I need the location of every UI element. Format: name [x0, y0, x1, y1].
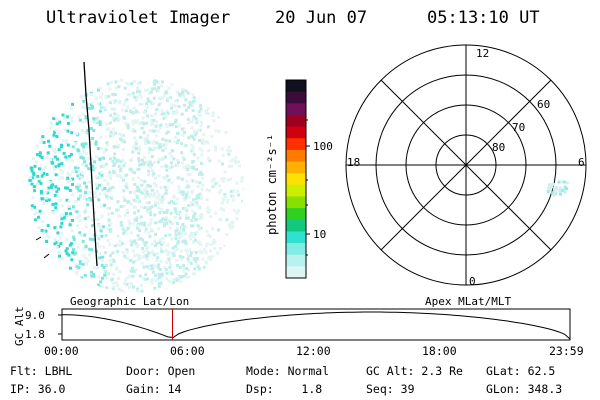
colorbar-segment [286, 138, 306, 151]
coastline-mark [35, 236, 42, 241]
colorbar-segment [286, 219, 306, 232]
colorbar-segment [286, 208, 306, 221]
colorbar-segment [286, 266, 306, 279]
timeline-ylabel: GC Alt [13, 306, 26, 346]
info-filter: Flt: LBHL [10, 364, 73, 378]
mlt-label-12: 12 [476, 47, 490, 60]
timeline-frame [61, 308, 571, 341]
timeline-ytick-1.8: 1.8 [25, 328, 45, 341]
info-glat: GLat: 62.5 [486, 364, 556, 378]
apex-panel-label: Apex MLat/MLT [425, 295, 512, 308]
polar-emission-patch [546, 180, 569, 197]
info-mode: Mode: Normal [246, 364, 330, 378]
info-door: Door: Open [126, 364, 196, 378]
date-readout: 20 Jun 07 [275, 8, 368, 28]
timeline-xtick: 23:59 [549, 344, 584, 358]
colorbar-segment [286, 103, 306, 116]
mlat-label-70: 70 [512, 121, 526, 134]
colorbar-tick-100: 100 [313, 140, 333, 153]
imager-title: Ultraviolet Imager [46, 8, 231, 28]
colorbar-segment [286, 161, 306, 174]
colorbar-segment [286, 184, 306, 197]
colorbar-segment [286, 126, 306, 139]
info-gain: Gain: 14 [126, 382, 182, 396]
altitude-curve [61, 311, 571, 340]
time-readout: 05:13:10 UT [427, 8, 540, 28]
timeline-xtick: 12:00 [296, 344, 331, 358]
info-ip: IP: 36.0 [10, 382, 66, 396]
colorbar-segment [286, 173, 306, 186]
coastline-mark [43, 253, 50, 259]
timeline-xtick: 18:00 [422, 344, 457, 358]
info-glon: GLon: 348.3 [486, 382, 563, 396]
colorbar-segment [286, 196, 306, 209]
colorbar-segment [286, 231, 306, 244]
timeline-xtick: 06:00 [170, 344, 205, 358]
info-seq: Seq: 39 [366, 382, 415, 396]
colorbar-segment [286, 91, 306, 104]
mlt-label-18: 18 [347, 156, 361, 169]
polar-diagonal [380, 79, 552, 251]
mlat-label-80: 80 [492, 141, 506, 154]
colorbar-segment [286, 114, 306, 128]
timeline-ytick-9: 9.0 [25, 309, 45, 322]
mlt-label-0: 0 [469, 275, 476, 288]
mlt-label-6: 6 [578, 156, 585, 169]
info-gc-alt: GC Alt: 2.3 Re [366, 364, 463, 378]
timeline-xtick: 00:00 [44, 344, 79, 358]
uv-emission-disc [28, 78, 244, 293]
geographic-panel-label: Geographic Lat/Lon [70, 295, 190, 308]
colorbar-segment [286, 149, 306, 163]
info-dsp: Dsp: 1.8 [246, 382, 323, 396]
colorbar-segment [286, 254, 306, 267]
mlat-label-60: 60 [537, 98, 551, 111]
terminator-line [83, 61, 98, 267]
colorbar-segment [286, 243, 306, 256]
colorbar-segment [286, 80, 306, 93]
colorbar-tick-10: 10 [313, 228, 327, 241]
